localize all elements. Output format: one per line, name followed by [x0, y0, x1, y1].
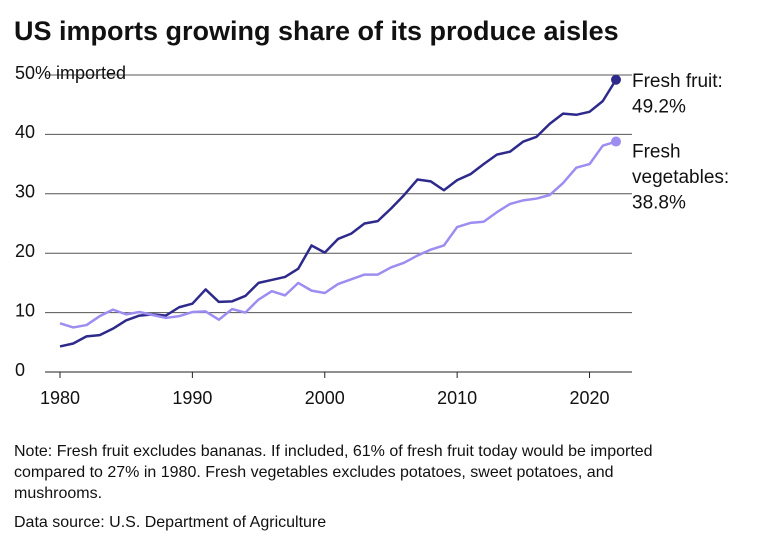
x-tick-label: 1990 [172, 388, 212, 408]
y-tick-label: 30 [15, 182, 35, 202]
note: Note: Fresh fruit excludes bananas. If i… [14, 443, 653, 460]
note: mushrooms. [14, 485, 102, 502]
chart-title: US imports growing share of its produce … [14, 16, 619, 46]
end-dot [611, 136, 621, 147]
source: Data source: U.S. Department of Agricult… [14, 514, 326, 531]
x-tick-label: 2020 [570, 388, 610, 408]
x-tick-label: 2000 [305, 388, 345, 408]
note: compared to 27% in 1980. Fresh vegetable… [14, 464, 614, 481]
y-tick-label: 0 [15, 360, 25, 380]
y-tick-label: 20 [15, 241, 35, 261]
y-tick-label: 50% imported [15, 63, 126, 83]
series-line [59, 140, 617, 329]
series-label: 38.8% [632, 193, 686, 214]
series-label: 49.2% [632, 96, 686, 117]
y-tick-label: 10 [15, 300, 35, 320]
series-line [59, 79, 618, 348]
x-tick-label: 2010 [437, 388, 477, 408]
series-label: Fresh fruit: [632, 71, 723, 92]
series-label: vegetables: [632, 167, 729, 188]
y-tick-label: 40 [15, 122, 35, 142]
series-label: Fresh [632, 142, 681, 163]
x-tick-label: 1980 [40, 388, 80, 408]
end-dot [611, 74, 621, 85]
